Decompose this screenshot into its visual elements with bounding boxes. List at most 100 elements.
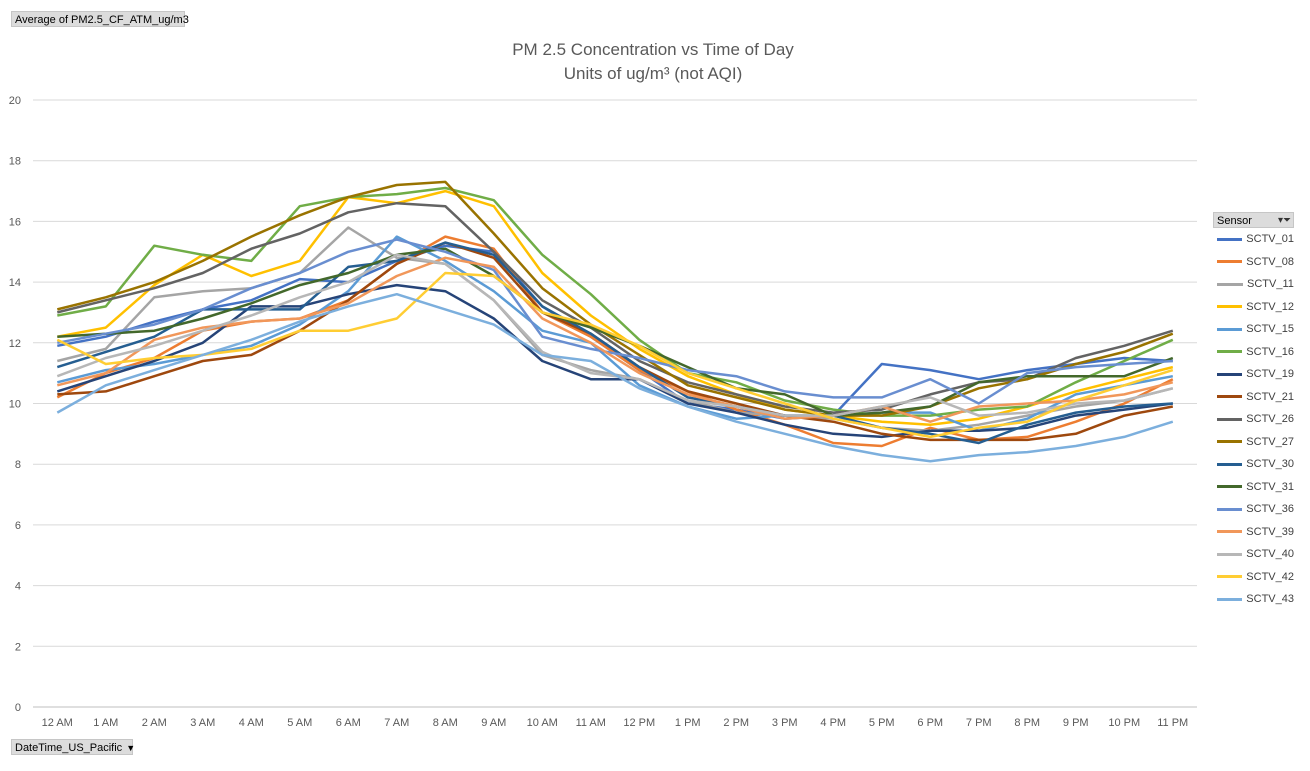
series-lines	[56, 180, 1174, 463]
series-line-sctv_31[interactable]	[57, 247, 1174, 417]
legend-label: SCTV_30	[1246, 458, 1294, 471]
series-line-sctv_26[interactable]	[56, 201, 1174, 414]
legend-item-sctv_11[interactable]: SCTV_11	[1213, 273, 1294, 296]
legend-label: SCTV_16	[1246, 345, 1294, 358]
legend-item-sctv_42[interactable]: SCTV_42	[1213, 566, 1294, 589]
legend-label: SCTV_21	[1246, 390, 1294, 403]
series-line-sctv_12[interactable]	[57, 189, 1174, 426]
x-tick-label: 4 PM	[820, 717, 846, 729]
series-line-sctv_27[interactable]	[56, 180, 1174, 417]
x-tick-label: 12 AM	[42, 717, 73, 729]
legend-swatch	[1217, 395, 1243, 399]
legend-label: SCTV_01	[1246, 233, 1294, 246]
legend-item-sctv_01[interactable]: SCTV_01	[1213, 228, 1294, 251]
legend-swatch	[1217, 372, 1243, 376]
legend-label: SCTV_27	[1246, 435, 1294, 448]
value-field-label: Average of PM2.5_CF_ATM_ug/m3	[15, 14, 189, 26]
legend-item-sctv_40[interactable]: SCTV_40	[1213, 543, 1294, 566]
legend-label: SCTV_36	[1246, 503, 1294, 516]
y-tick-label: 0	[15, 702, 21, 714]
legend-item-sctv_19[interactable]: SCTV_19	[1213, 363, 1294, 386]
x-tick-label: 2 PM	[723, 717, 749, 729]
legend-item-sctv_43[interactable]: SCTV_43	[1213, 588, 1294, 611]
legend-item-sctv_36[interactable]: SCTV_36	[1213, 498, 1294, 521]
legend-label: SCTV_12	[1246, 300, 1294, 313]
legend-swatch	[1217, 440, 1243, 444]
legend-swatch	[1217, 552, 1243, 556]
x-tick-label: 7 PM	[966, 717, 992, 729]
legend-swatch	[1217, 597, 1243, 601]
series-line-sctv_15[interactable]	[56, 235, 1174, 433]
legend-swatch	[1217, 507, 1243, 511]
y-tick-label: 8	[15, 459, 21, 471]
y-axis-ticks: 0 2 4 6 8 10 12 14 16 18 20	[9, 95, 21, 714]
gridlines	[33, 99, 1197, 708]
y-tick-label: 6	[15, 520, 21, 532]
legend-swatch	[1217, 350, 1243, 354]
x-tick-label: 6 PM	[917, 717, 943, 729]
legend-item-sctv_26[interactable]: SCTV_26	[1213, 408, 1294, 431]
x-tick-label: 10 AM	[527, 717, 558, 729]
legend-swatch	[1217, 530, 1243, 534]
series-line-sctv_19[interactable]	[56, 283, 1173, 439]
legend-swatch	[1217, 575, 1243, 579]
x-tick-label: 2 AM	[142, 717, 167, 729]
legend-item-sctv_08[interactable]: SCTV_08	[1213, 251, 1294, 274]
legend-label: SCTV_15	[1246, 323, 1294, 336]
legend-item-sctv_30[interactable]: SCTV_30	[1213, 453, 1294, 476]
legend: Sensor ▾⏷ SCTV_01 SCTV_08 SCTV_11 SCTV_12 SC…	[1213, 212, 1294, 611]
legend-items: SCTV_01 SCTV_08 SCTV_11 SCTV_12 SCTV_15 SCTV_…	[1213, 228, 1294, 611]
legend-label: SCTV_42	[1246, 570, 1294, 583]
y-tick-label: 10	[9, 399, 21, 411]
series-line-sctv_39[interactable]	[56, 256, 1174, 423]
legend-filter-button[interactable]: Sensor ▾⏷	[1213, 212, 1294, 228]
legend-label: SCTV_19	[1246, 368, 1294, 381]
legend-label: SCTV_11	[1247, 278, 1294, 291]
legend-label: SCTV_43	[1246, 593, 1294, 606]
chart-title: PM 2.5 Concentration vs Time of Day	[512, 40, 794, 59]
axis-field-button[interactable]: DateTime_US_Pacific ▼	[11, 739, 135, 755]
legend-swatch	[1217, 327, 1243, 331]
x-tick-label: 6 AM	[336, 717, 361, 729]
x-tick-label: 11 AM	[576, 717, 606, 729]
x-tick-label: 3 PM	[772, 717, 798, 729]
chart-subtitle: Units of ug/m³ (not AQI)	[564, 64, 743, 83]
legend-swatch	[1217, 305, 1243, 309]
x-tick-label: 3 AM	[190, 717, 215, 729]
x-tick-label: 11 PM	[1157, 717, 1188, 729]
legend-item-sctv_21[interactable]: SCTV_21	[1213, 386, 1294, 409]
series-line-sctv_36[interactable]	[57, 238, 1173, 405]
series-line-sctv_30[interactable]	[56, 241, 1173, 445]
legend-item-sctv_16[interactable]: SCTV_16	[1213, 341, 1294, 364]
x-tick-label: 10 PM	[1108, 717, 1140, 729]
legend-item-sctv_39[interactable]: SCTV_39	[1213, 521, 1294, 544]
legend-label: SCTV_26	[1246, 413, 1294, 426]
legend-swatch	[1217, 462, 1243, 466]
axis-field-label: DateTime_US_Pacific	[15, 742, 123, 754]
value-field-button[interactable]: Average of PM2.5_CF_ATM_ug/m3	[11, 11, 189, 27]
legend-item-sctv_12[interactable]: SCTV_12	[1213, 296, 1294, 319]
y-tick-label: 14	[9, 277, 21, 289]
x-tick-label: 12 PM	[623, 717, 655, 729]
legend-swatch	[1217, 237, 1243, 241]
y-tick-label: 4	[15, 581, 21, 593]
x-tick-label: 8 PM	[1014, 717, 1040, 729]
legend-item-sctv_15[interactable]: SCTV_15	[1213, 318, 1294, 341]
legend-swatch	[1217, 417, 1243, 421]
series-line-sctv_40[interactable]	[56, 253, 1174, 417]
series-line-sctv_43[interactable]	[56, 292, 1174, 463]
series-line-sctv_21[interactable]	[57, 241, 1174, 442]
series-line-sctv_42[interactable]	[56, 271, 1174, 439]
y-tick-label: 16	[9, 216, 21, 228]
x-tick-label: 8 AM	[433, 717, 458, 729]
legend-label: SCTV_31	[1246, 480, 1294, 493]
legend-item-sctv_31[interactable]: SCTV_31	[1213, 476, 1294, 499]
series-line-sctv_16[interactable]	[57, 186, 1174, 417]
legend-header-label: Sensor	[1217, 215, 1252, 227]
legend-item-sctv_27[interactable]: SCTV_27	[1213, 431, 1294, 454]
y-tick-label: 2	[15, 641, 21, 653]
x-tick-label: 7 AM	[384, 717, 409, 729]
filter-icon[interactable]: ▾⏷	[1277, 215, 1291, 226]
